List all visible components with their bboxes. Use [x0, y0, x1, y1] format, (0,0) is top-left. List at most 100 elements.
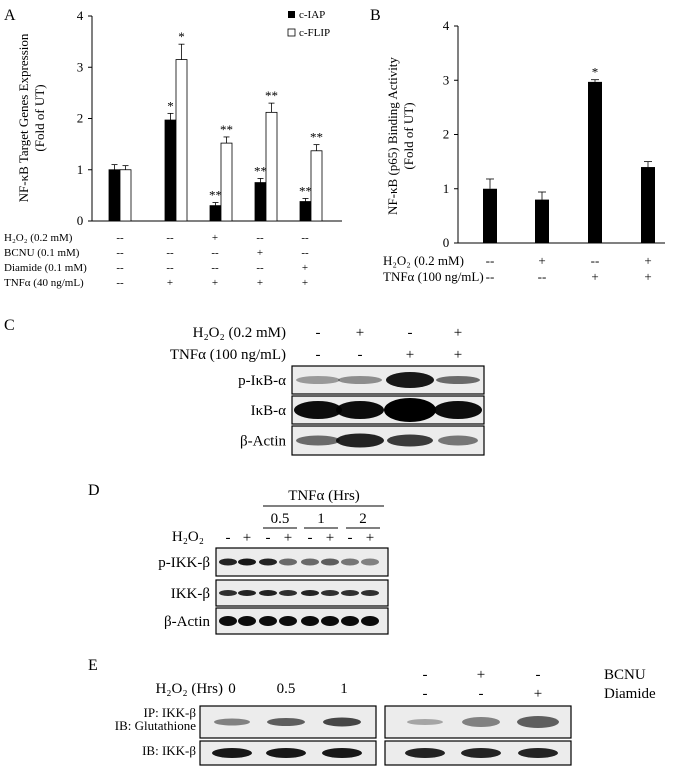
panel-e-time-label: 0.5 [277, 681, 296, 697]
legend-label-c-iap: c-IAP [299, 9, 325, 21]
panel-e-diamide-label: Diamide [604, 686, 656, 702]
panel-e-ip-blot-left [199, 705, 377, 739]
panel-c-blot-1 [291, 365, 485, 395]
panel-a-ytick-label: 0 [77, 213, 84, 228]
panel-d-letter: D [88, 482, 100, 499]
blot-band [321, 616, 339, 626]
panel-c-sign: - [316, 325, 321, 341]
panel-a-ytick-label: 2 [77, 111, 84, 126]
panel-d-sign: - [308, 530, 313, 546]
panel-b-condition-cell: + [644, 269, 651, 284]
significance-mark: ** [265, 88, 278, 103]
blot-band [279, 558, 297, 566]
panel-e-time-label: 0 [228, 681, 236, 697]
panel-a-letter: A [4, 7, 16, 24]
panel-a-condition-cell: -- [301, 232, 309, 244]
blot-band [341, 558, 359, 566]
blot-band [518, 748, 558, 758]
blot-band [279, 590, 297, 596]
blot-band [296, 376, 340, 384]
panel-d-sign: + [366, 530, 374, 546]
panel-b-condition-cell: -- [486, 253, 495, 268]
blot-band [361, 558, 379, 566]
panel-e: E H₂O₂ (Hrs) 0 0.5 1 BCNU Diamide - + - - - + I… [88, 657, 656, 766]
panel-c-sign: + [454, 325, 462, 341]
blot-band [338, 376, 382, 384]
blot-band [279, 616, 297, 626]
panel-d-sign: + [243, 530, 251, 546]
blot-band [259, 616, 277, 626]
blot-band [301, 616, 319, 626]
panel-e-ip-blot-right [384, 705, 572, 739]
panel-a-row-label: BCNU (0.1 mM) [4, 247, 80, 259]
blot-band [238, 590, 256, 596]
bar-c-iap-5 [299, 201, 312, 222]
panel-c-sign: - [316, 347, 321, 363]
panel-a-condition-cell: -- [166, 262, 174, 274]
blot-band [323, 717, 361, 727]
panel-b-ytick-label: 2 [443, 127, 450, 142]
blot-band [219, 616, 237, 626]
panel-d-blot-3 [215, 607, 389, 635]
bar-binding-activity-2 [535, 199, 549, 243]
panel-d-sign: + [284, 530, 292, 546]
blot-band [238, 558, 256, 566]
panel-a-condition-cell: -- [116, 277, 124, 289]
panel-b-ytick-label: 1 [443, 181, 450, 196]
blot-band [214, 718, 250, 726]
panel-b-condition-cell: -- [538, 269, 547, 284]
blot-band [384, 398, 436, 422]
bar-c-iap-3 [209, 205, 222, 222]
panel-d-header: TNFα (Hrs) [288, 488, 360, 504]
blot-band [238, 616, 256, 626]
bar-c-flip-1 [119, 169, 132, 222]
blot-band [259, 558, 277, 566]
panel-b-letter: B [370, 7, 381, 24]
blot-band [438, 435, 478, 446]
panel-b-ytick-label: 3 [443, 72, 450, 87]
panel-a-condition-cell: + [302, 262, 308, 274]
panel-d: D TNFα (Hrs) 0.5 1 2 H₂O₂ - + - + - + - + p-IKK-β… [88, 482, 389, 635]
panel-a-condition-cell: -- [211, 247, 219, 259]
panel-a-ylabel-line1: NF-κB Target Genes Expression [16, 33, 31, 202]
panel-d-sign: - [348, 530, 353, 546]
panel-e-h2o2-label: H₂O₂ (Hrs) [155, 681, 223, 697]
blot-band [321, 590, 339, 596]
legend-swatch-c-iap [288, 11, 295, 18]
bar-c-flip-3 [220, 142, 233, 222]
significance-mark: ** [220, 122, 233, 137]
panel-e-diamide-sign: + [534, 686, 542, 702]
blot-band [434, 401, 482, 419]
blot-band [301, 558, 319, 566]
legend-label-c-flip: c-FLIP [299, 27, 330, 39]
panel-c-sign: + [406, 347, 414, 363]
panel-c-blot-label: β-Actin [240, 434, 286, 450]
panel-d-blot-label: p-IKK-β [158, 555, 210, 571]
blot-band [296, 435, 340, 446]
panel-d-blot-1 [215, 547, 389, 577]
panel-c-sign: - [358, 347, 363, 363]
panel-a-condition-cell: + [257, 277, 263, 289]
blot-band [387, 434, 433, 447]
bar-c-flip-5 [310, 150, 323, 222]
panel-a-condition-cell: + [212, 277, 218, 289]
panel-e-ib-blot-left [199, 740, 377, 766]
panel-b-row-label: TNFα (100 ng/mL) [383, 269, 484, 284]
panel-a-condition-cell: + [167, 277, 173, 289]
panel-b-ytick-label: 0 [443, 235, 450, 250]
panel-d-blot-label: β-Actin [164, 614, 210, 630]
panel-b-condition-cell: -- [591, 253, 600, 268]
legend-swatch-c-flip [287, 28, 296, 37]
significance-mark: ** [209, 188, 222, 203]
panel-a-condition-cell: -- [256, 262, 264, 274]
panel-a-condition-cell: + [302, 277, 308, 289]
panel-a-condition-cell: -- [301, 247, 309, 259]
bar-c-flip-4 [265, 111, 278, 222]
blot-band [321, 558, 339, 566]
panel-e-ip-label-line2: IB: Glutathione [115, 718, 196, 733]
blot-band [462, 717, 500, 727]
significance-mark: * [178, 29, 185, 44]
panel-c: C H₂O₂ (0.2 mM) TNFα (100 ng/mL) - + - + - - +… [4, 317, 485, 456]
blot-band [266, 748, 306, 758]
